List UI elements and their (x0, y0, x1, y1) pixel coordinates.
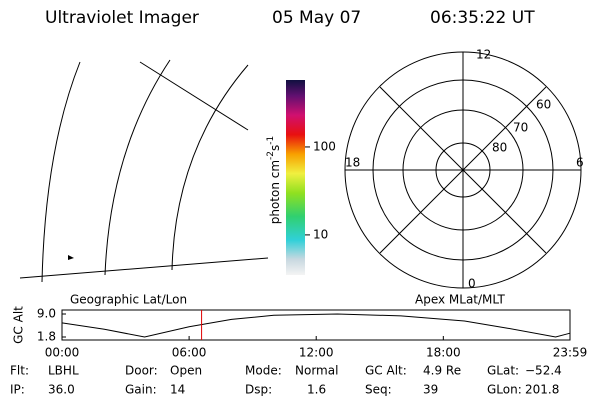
info-value: LBHL (48, 364, 79, 378)
x-tick-label: 00:00 (45, 346, 80, 360)
y-tick-label: 1.8 (37, 330, 56, 344)
polar-grid (344, 51, 582, 289)
mlt-label: 6 (576, 156, 584, 170)
panel-label: Geographic Lat/Lon (70, 293, 187, 307)
altitude-line (61, 313, 571, 338)
info-value: 39 (423, 383, 438, 397)
info-label: GC Alt: (365, 364, 407, 378)
lat-label: 60 (536, 98, 551, 112)
y-tick-label: 9.0 (37, 307, 56, 321)
info-label: IP: (10, 383, 25, 397)
info-label: GLat: (487, 364, 519, 378)
info-value: 36.0 (48, 383, 75, 397)
info-value: Normal (295, 364, 338, 378)
map-grid (19, 59, 269, 283)
info-label: Door: (125, 364, 158, 378)
colorbar (286, 80, 305, 275)
x-tick-label: 18:00 (426, 346, 461, 360)
info-label: Mode: (245, 364, 282, 378)
info-value: 1.6 (307, 383, 326, 397)
mlt-label: 12 (476, 48, 491, 62)
mlt-label: 0 (468, 277, 476, 291)
info-value: Open (170, 364, 202, 378)
time: 06:35:22 UT (430, 8, 535, 28)
altitude-ylabel: GC Alt (12, 306, 26, 344)
lat-label: 80 (492, 141, 507, 155)
colorbar-tick-label: 10 (313, 227, 328, 241)
info-label: GLon: (487, 383, 522, 397)
instrument: Ultraviolet Imager (45, 8, 199, 28)
x-tick-label: 12:00 (299, 346, 334, 360)
info-value: 14 (170, 383, 185, 397)
colorbar-tick-label: 100 (313, 139, 336, 153)
mlt-label: 18 (345, 156, 360, 170)
info-value: 201.8 (525, 383, 559, 397)
lat-label: 70 (513, 121, 528, 135)
info-label: Gain: (125, 383, 157, 397)
info-label: Flt: (10, 364, 29, 378)
info-value: −52.4 (525, 364, 562, 378)
x-tick-label: 23:59 (553, 346, 588, 360)
colorbar-label: photon cm-2s-1 (266, 136, 282, 225)
panel-label: Apex MLat/MLT (415, 293, 505, 307)
info-label: Seq: (365, 383, 392, 397)
date: 05 May 07 (272, 8, 361, 28)
info-value: 4.9 Re (423, 364, 461, 378)
x-tick-label: 06:00 (172, 346, 207, 360)
info-label: Dsp: (245, 383, 272, 397)
